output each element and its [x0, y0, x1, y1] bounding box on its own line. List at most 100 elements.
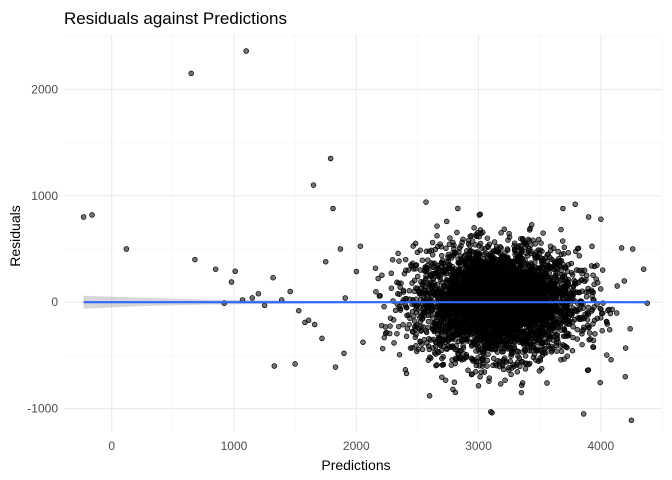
data-point — [444, 346, 450, 352]
data-point — [434, 362, 440, 368]
data-point — [400, 287, 407, 294]
data-point — [402, 296, 409, 302]
data-point — [495, 248, 502, 255]
data-point — [419, 316, 425, 322]
data-point — [566, 296, 573, 303]
data-point — [305, 317, 312, 324]
data-point — [514, 369, 521, 375]
data-point — [472, 242, 479, 248]
data-point — [525, 272, 531, 278]
data-point — [392, 307, 399, 314]
data-point — [261, 302, 268, 309]
data-point — [542, 329, 548, 336]
data-point — [443, 245, 449, 252]
data-point — [462, 272, 469, 279]
data-point — [413, 262, 420, 268]
data-point — [606, 326, 613, 333]
data-point — [411, 277, 418, 284]
data-point — [482, 343, 488, 349]
data-point — [460, 236, 466, 242]
data-point — [537, 275, 543, 281]
data-point — [413, 296, 419, 302]
data-point — [551, 290, 557, 297]
data-point — [423, 248, 430, 255]
data-point — [515, 243, 522, 249]
data-point — [455, 271, 461, 278]
data-point — [584, 316, 591, 323]
data-point — [540, 291, 546, 298]
data-point — [535, 247, 541, 253]
data-point — [597, 286, 604, 292]
data-point — [449, 335, 455, 341]
data-point — [414, 273, 421, 280]
data-point — [431, 320, 437, 326]
data-point — [457, 284, 463, 291]
data-point — [421, 310, 427, 316]
data-point — [501, 355, 508, 361]
data-point — [511, 246, 518, 253]
data-point — [477, 302, 483, 309]
data-point — [581, 267, 588, 274]
data-point — [481, 294, 487, 300]
data-point — [465, 237, 472, 244]
data-point — [428, 247, 435, 254]
data-point — [570, 319, 576, 325]
data-point — [477, 349, 483, 355]
data-point — [486, 378, 492, 384]
data-point — [501, 345, 508, 352]
data-point — [527, 225, 533, 232]
data-point — [598, 315, 604, 321]
data-point — [553, 324, 559, 330]
x-tick-label: 3000 — [465, 439, 492, 453]
data-point — [419, 257, 426, 264]
data-point — [405, 267, 412, 273]
data-point — [538, 240, 544, 246]
data-point — [310, 182, 317, 188]
data-point — [576, 314, 583, 321]
x-tick-label: 1000 — [221, 439, 248, 453]
y-tick-label: 2000 — [31, 82, 58, 96]
data-point — [470, 339, 477, 346]
data-point — [467, 243, 473, 249]
data-point — [425, 318, 432, 325]
data-point — [353, 268, 360, 275]
data-point — [482, 310, 488, 317]
data-point — [425, 281, 432, 288]
data-point — [522, 353, 529, 359]
data-point — [477, 374, 483, 380]
data-point — [438, 325, 445, 332]
data-point — [572, 248, 579, 255]
data-point — [403, 333, 410, 340]
data-point — [442, 308, 448, 315]
data-point — [459, 357, 465, 363]
x-tick-label: 4000 — [588, 439, 615, 453]
data-point — [89, 212, 95, 218]
data-point — [255, 290, 262, 297]
data-point — [429, 284, 436, 291]
data-point — [424, 305, 431, 312]
data-point — [534, 253, 541, 259]
data-point — [586, 330, 593, 336]
grid — [64, 34, 663, 432]
data-point — [319, 335, 325, 342]
data-point — [496, 279, 503, 285]
data-point — [435, 273, 441, 280]
data-point — [586, 337, 592, 343]
data-point — [379, 272, 385, 278]
data-point — [327, 155, 334, 162]
data-point — [597, 379, 603, 386]
data-point — [534, 310, 541, 316]
data-point — [472, 262, 479, 269]
data-point — [545, 280, 552, 287]
data-point — [535, 340, 542, 346]
data-point — [569, 347, 576, 354]
data-point — [413, 306, 419, 312]
data-point — [599, 267, 606, 273]
data-point — [477, 211, 483, 218]
data-point — [477, 240, 484, 247]
data-point — [548, 247, 554, 254]
data-point — [428, 355, 434, 361]
data-point — [403, 370, 410, 377]
data-point — [536, 368, 543, 374]
data-point — [479, 285, 485, 291]
